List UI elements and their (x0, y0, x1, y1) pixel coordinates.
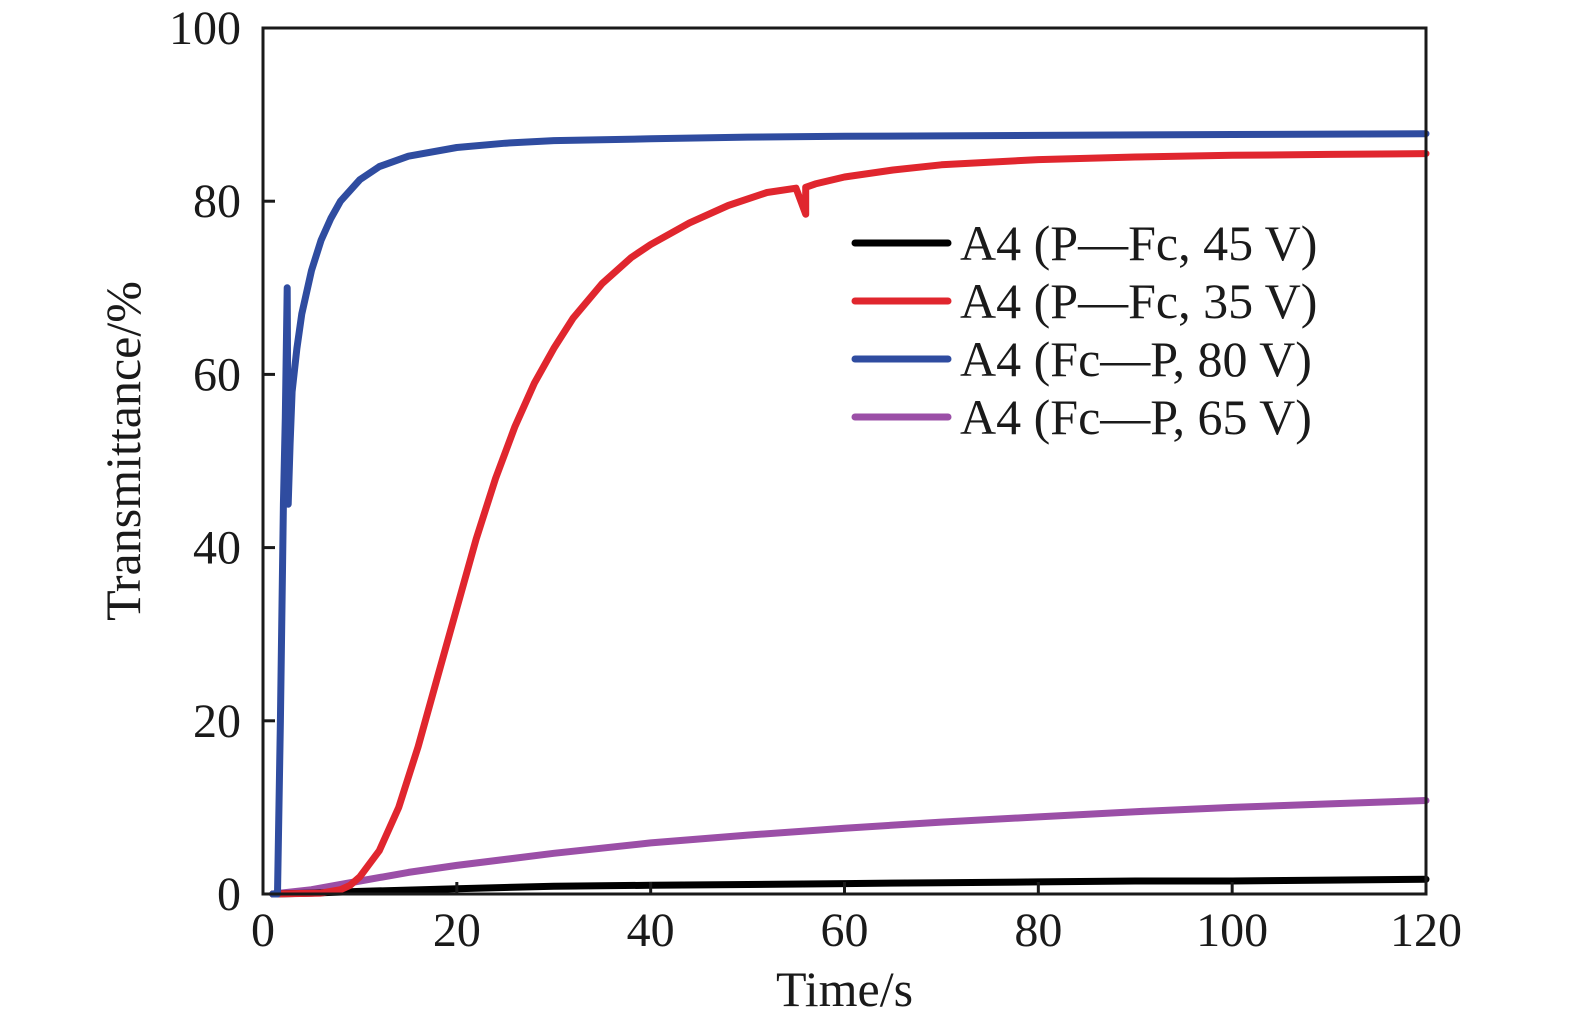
y-tick-label: 100 (169, 2, 241, 55)
x-tick-label: 0 (251, 904, 275, 957)
x-tick-label: 100 (1196, 904, 1268, 957)
y-tick-label: 40 (193, 522, 241, 575)
legend-label: A4 (Fc—P, 80 V) (960, 331, 1312, 387)
y-tick-label: 0 (217, 868, 241, 921)
x-tick-label: 80 (1014, 904, 1062, 957)
y-tick-label: 20 (193, 695, 241, 748)
y-tick-label: 80 (193, 175, 241, 228)
axis-tick-labels: 0 20 40 60 80 100 120 0 20 40 60 80 100 (169, 2, 1462, 957)
plot-lines (269, 130, 1430, 898)
series-line-1 (269, 150, 1430, 898)
x-axis-title: Time/s (776, 961, 913, 1017)
axis-ticks (261, 26, 1428, 896)
y-axis-title: Transmittance/% (95, 281, 151, 621)
legend-label: A4 (P—Fc, 35 V) (960, 273, 1317, 329)
legend: A4 (P—Fc, 45 V)A4 (P—Fc, 35 V)A4 (Fc—P, … (851, 215, 1317, 445)
legend-label: A4 (Fc—P, 65 V) (960, 389, 1312, 445)
x-tick-label: 120 (1390, 904, 1462, 957)
legend-label: A4 (P—Fc, 45 V) (960, 215, 1317, 271)
x-tick-label: 40 (627, 904, 675, 957)
y-tick-label: 60 (193, 348, 241, 401)
series-line-3 (269, 797, 1430, 898)
series-line-2 (269, 130, 1430, 898)
series-line-0 (269, 875, 1430, 898)
x-tick-label: 20 (433, 904, 481, 957)
x-tick-label: 60 (821, 904, 869, 957)
